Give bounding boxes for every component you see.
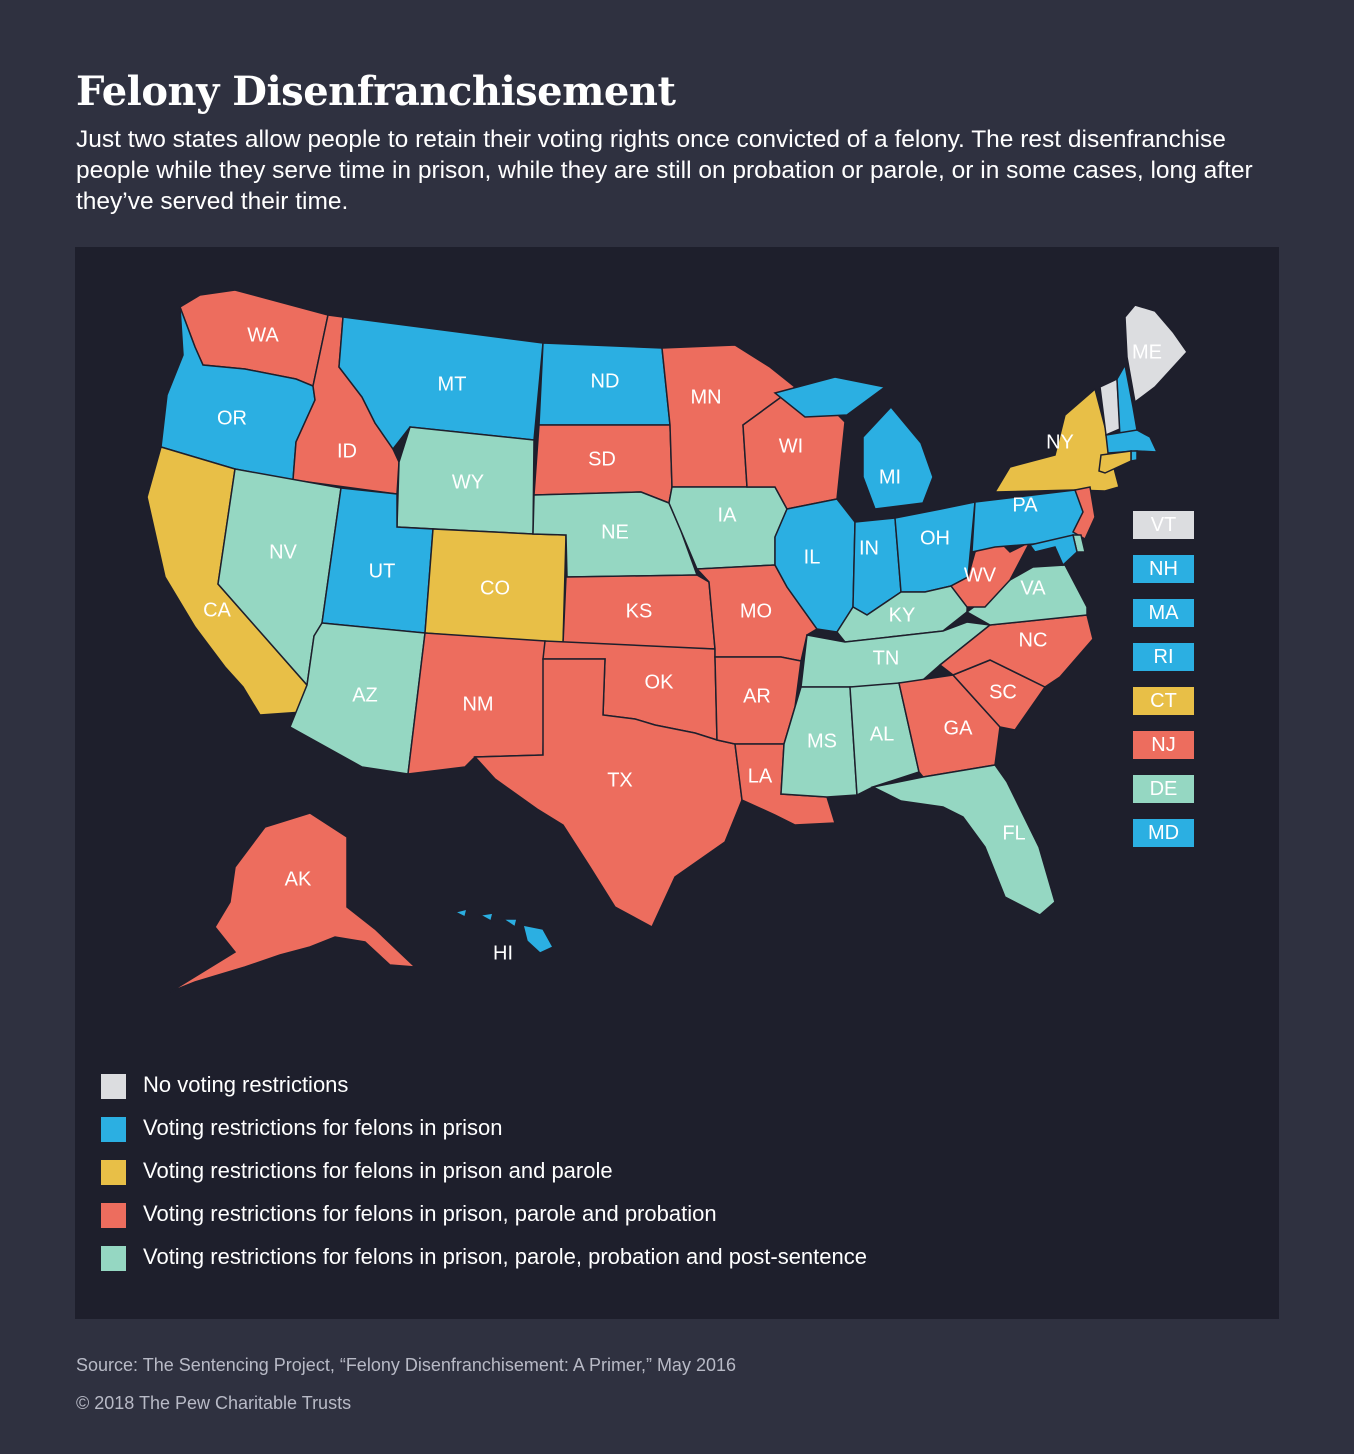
copyright-note: © 2018 The Pew Charitable Trusts [76,1393,352,1413]
state-label-va: VA [1020,577,1046,599]
state-ma [1105,429,1159,454]
state-il [774,498,856,633]
state-label-fl: FL [1002,822,1025,844]
state-label-al: AL [870,723,894,745]
legend-swatch-probation [101,1203,126,1228]
state-label-mi: MI [879,466,901,488]
state-label-la: LA [748,765,773,787]
state-label-ia: IA [718,504,738,526]
map-panel: WA OR CA ID NV MT WY UT CO AZ NM ND SD NE KS OK TX MN IA MO… [75,247,1279,1319]
source-note: Source: The Sentencing Project, “Felony … [76,1355,736,1375]
legend-label-post: Voting restrictions for felons in prison… [143,1244,867,1269]
state-label-ok: OK [645,671,675,693]
state-va [965,564,1088,626]
state-label-mt: MT [438,373,467,395]
state-mi [773,376,934,510]
us-map: WA OR CA ID NV MT WY UT CO AZ NM ND SD NE KS OK TX MN IA MO… [146,289,1188,993]
state-ak [169,812,418,993]
state-hi [452,907,555,954]
state-tx [473,658,743,929]
state-label-ut: UT [369,560,396,582]
state-ri [1130,450,1138,462]
state-label-nd: ND [591,370,620,392]
state-md [1028,534,1078,567]
legend-swatch-prison [101,1117,126,1142]
state-me [1124,304,1188,404]
state-label-wv: WV [964,564,997,586]
state-label-wy: WY [452,471,484,493]
state-label-mo: MO [740,600,772,622]
state-label-ks: KS [626,600,653,622]
state-label-az: AZ [352,684,378,706]
state-label-tx: TX [607,769,633,791]
state-label-ne: NE [601,521,629,543]
state-chip-ma: MA [1133,599,1194,627]
state-wv [949,536,1032,608]
state-label-mn: MN [690,386,721,408]
state-nh [1116,362,1138,439]
state-nj [1072,486,1096,541]
legend-label-parole: Voting restrictions for felons in prison… [143,1158,613,1183]
page-title: Felony Disenfranchisement [76,68,676,115]
state-label-co: CO [480,577,510,599]
state-chip-nj: NJ [1133,731,1194,759]
state-label-nv: NV [269,541,297,563]
legend-swatch-parole [101,1160,126,1185]
legend-swatch-post [101,1246,126,1271]
state-label-nc: NC [1019,629,1048,651]
state-label-or: OR [217,407,247,429]
legend-label-probation: Voting restrictions for felons in prison… [143,1201,717,1226]
state-fl [870,764,1056,916]
state-ct [1098,450,1132,474]
state-label-id: ID [337,440,357,462]
state-label-ms: MS [807,730,837,752]
legend-label-prison: Voting restrictions for felons in prison [143,1115,503,1140]
state-label-wi: WI [779,435,803,457]
state-label-sc: SC [989,681,1017,703]
state-label-ar: AR [743,685,771,707]
state-label-ga: GA [944,717,974,739]
state-chip-vt: VT [1133,511,1194,539]
state-label-in: IN [859,537,879,559]
state-label-ak: AK [285,868,312,890]
page-subtitle: Just two states allow people to retain t… [76,126,1253,215]
state-label-pa: PA [1012,494,1038,516]
state-label-wa: WA [247,324,279,346]
state-label-nm: NM [462,693,493,715]
state-al [849,682,920,797]
state-co [424,528,567,645]
state-chip-nh: NH [1133,555,1194,583]
state-mt [338,316,544,451]
legend-label-none: No voting restrictions [143,1072,349,1097]
state-label-il: IL [804,546,821,568]
state-label-me: ME [1132,341,1162,363]
legend-swatch-none [101,1074,126,1099]
state-label-ny: NY [1046,431,1074,453]
state-label-ca: CA [203,599,231,621]
state-chip-de: DE [1133,775,1194,803]
state-label-tn: TN [873,647,900,669]
state-chip-ri: RI [1133,643,1194,671]
state-label-oh: OH [920,527,950,549]
state-label-hi: HI [493,942,513,964]
state-chip-md: MD [1133,819,1194,847]
state-label-ky: KY [889,604,916,626]
state-chip-ct: CT [1133,687,1194,715]
state-label-sd: SD [588,448,616,470]
